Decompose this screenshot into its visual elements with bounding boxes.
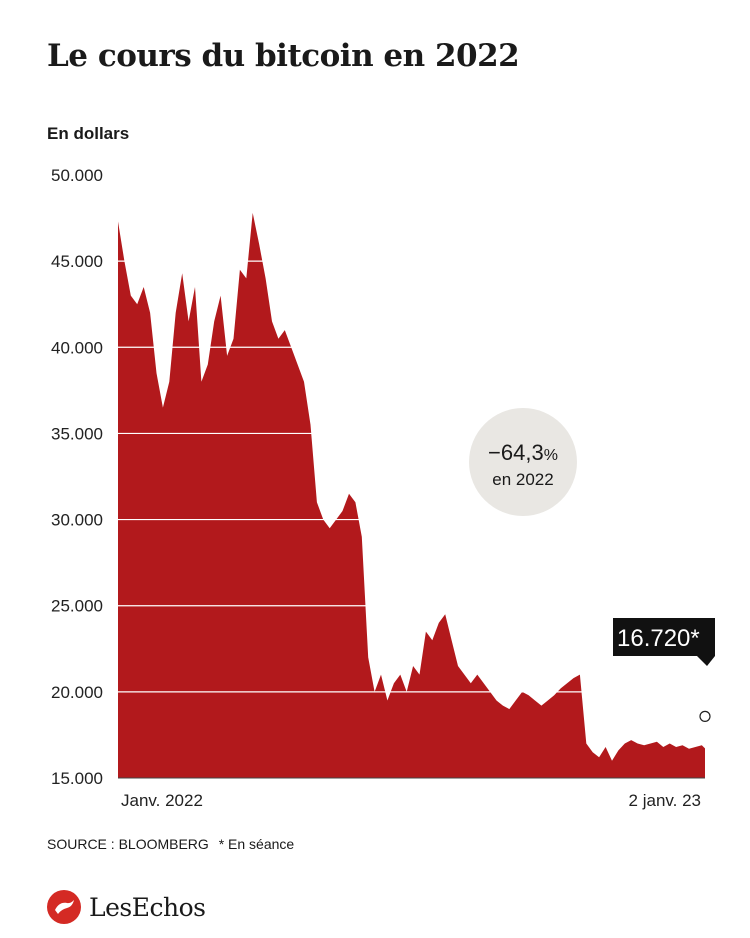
callout-caption: en 2022 xyxy=(492,470,553,489)
x-tick-label: 2 janv. 23 xyxy=(629,791,701,810)
y-axis-ticks: 15.000 20.000 25.000 30.000 35.000 40.000 45.0… xyxy=(51,166,103,788)
brand-logo: LesEchos xyxy=(47,890,206,924)
gridlines xyxy=(118,174,705,779)
annual-change-callout: −64,3% en 2022 xyxy=(469,408,577,516)
callout-circle xyxy=(469,408,577,516)
callout-value: −64,3% xyxy=(488,440,558,465)
y-tick-label: 25.000 xyxy=(51,597,103,616)
last-value-text: 16.720* xyxy=(617,625,700,652)
y-tick-label: 15.000 xyxy=(51,769,103,788)
bitcoin-price-chart: 15.000 20.000 25.000 30.000 35.000 40.000 45.0… xyxy=(51,166,715,810)
last-value-badge: 16.720* xyxy=(613,618,715,666)
last-value-box xyxy=(613,618,715,656)
y-tick-label: 35.000 xyxy=(51,424,103,443)
last-point-marker xyxy=(699,710,711,722)
footnote-text: * En séance xyxy=(218,836,295,852)
source-text: SOURCE : BLOOMBERG xyxy=(47,836,209,852)
x-tick-label: Janv. 2022 xyxy=(121,791,203,810)
footer-source: SOURCE : BLOOMBERG * En séance xyxy=(47,836,294,852)
y-unit-label: En dollars xyxy=(47,124,130,143)
price-area xyxy=(118,212,705,778)
last-value-pointer xyxy=(697,656,715,666)
chart-title: Le cours du bitcoin en 2022 xyxy=(47,38,520,74)
x-axis-ticks: Janv. 2022 2 janv. 23 xyxy=(121,791,701,810)
y-tick-label: 40.000 xyxy=(51,338,103,357)
brand-name: LesEchos xyxy=(89,892,206,922)
y-tick-label: 50.000 xyxy=(51,166,103,185)
brand-emblem-icon xyxy=(47,890,81,924)
y-tick-label: 20.000 xyxy=(51,683,103,702)
y-tick-label: 45.000 xyxy=(51,252,103,271)
y-tick-label: 30.000 xyxy=(51,511,103,530)
